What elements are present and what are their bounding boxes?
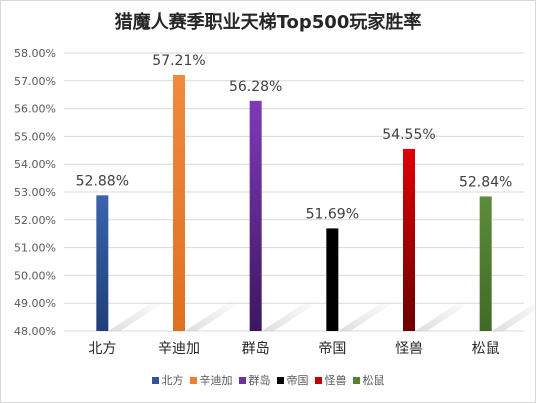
- bar-辛迪加: [173, 74, 185, 331]
- y-tick-label: 56.00%: [14, 103, 56, 116]
- y-tick-label: 48.00%: [14, 325, 56, 338]
- legend-item: 松鼠: [352, 372, 385, 388]
- value-label: 52.84%: [459, 174, 512, 190]
- value-label: 56.28%: [229, 79, 282, 95]
- legend-item: 帝国: [276, 372, 309, 388]
- value-label: 57.21%: [152, 53, 205, 69]
- y-tick-label: 57.00%: [14, 75, 56, 88]
- y-tick-label: 51.00%: [14, 242, 56, 255]
- x-tick-label: 松鼠: [472, 341, 500, 357]
- bars: [96, 74, 492, 331]
- y-axis-ticks: 48.00% 49.00% 50.00% 51.00% 52.00% 53.00% 54.0…: [14, 47, 56, 338]
- bar-松鼠: [479, 196, 492, 331]
- y-tick-label: 54.00%: [14, 158, 56, 171]
- y-tick-label: 52.00%: [14, 214, 56, 227]
- bar-shadow: [415, 301, 473, 331]
- legend-swatch: [238, 376, 246, 384]
- grid-lines: [64, 52, 524, 332]
- legend-swatch: [189, 376, 197, 384]
- bar-shadow: [261, 301, 320, 331]
- legend-swatch: [352, 376, 360, 384]
- bar-北方: [96, 195, 109, 331]
- bar-shadow: [108, 301, 167, 331]
- legend-label: 群岛: [248, 374, 271, 387]
- legend: 北方 辛迪加 群岛 帝国 怪兽 松鼠: [0, 372, 536, 388]
- bar-怪兽: [403, 148, 415, 331]
- value-labels: 52.88% 57.21% 56.28% 51.69% 54.55% 52.84%: [76, 53, 513, 222]
- legend-item: 北方: [151, 372, 184, 388]
- y-tick-label: 50.00%: [14, 269, 56, 282]
- x-tick-label: 群岛: [242, 341, 270, 357]
- chart-title: 猎魔人赛季职业天梯Top500玩家胜率: [114, 12, 422, 33]
- x-axis-ticks: 北方 辛迪加 群岛 帝国 怪兽 松鼠: [88, 341, 499, 357]
- legend-item: 群岛: [238, 372, 271, 388]
- bar-群岛: [249, 100, 262, 331]
- legend-label: 松鼠: [362, 374, 385, 387]
- bar-shadow: [491, 302, 536, 331]
- legend-item: 辛迪加: [189, 372, 233, 388]
- legend-label: 辛迪加: [199, 374, 233, 387]
- y-tick-label: 58.00%: [14, 47, 56, 60]
- x-tick-label: 怪兽: [395, 341, 423, 357]
- legend-label: 怪兽: [324, 374, 347, 387]
- legend-label: 帝国: [286, 374, 309, 387]
- value-label: 51.69%: [306, 206, 359, 222]
- bar-shadow: [338, 301, 397, 331]
- legend-label: 北方: [161, 374, 184, 387]
- y-tick-label: 49.00%: [14, 297, 56, 310]
- x-tick-label: 帝国: [318, 341, 346, 357]
- legend-swatch: [151, 376, 159, 384]
- bar-shadows: [108, 301, 536, 331]
- x-tick-label: 辛迪加: [158, 341, 200, 357]
- y-tick-label: 55.00%: [14, 130, 56, 143]
- bar-shadow: [185, 301, 243, 331]
- bar-帝国: [326, 228, 339, 331]
- y-tick-label: 53.00%: [14, 186, 56, 199]
- legend-swatch: [276, 376, 284, 384]
- x-tick-label: 北方: [88, 341, 116, 357]
- legend-swatch: [314, 376, 322, 384]
- value-label: 52.88%: [76, 173, 129, 189]
- value-label: 54.55%: [382, 127, 435, 143]
- legend-item: 怪兽: [314, 372, 347, 388]
